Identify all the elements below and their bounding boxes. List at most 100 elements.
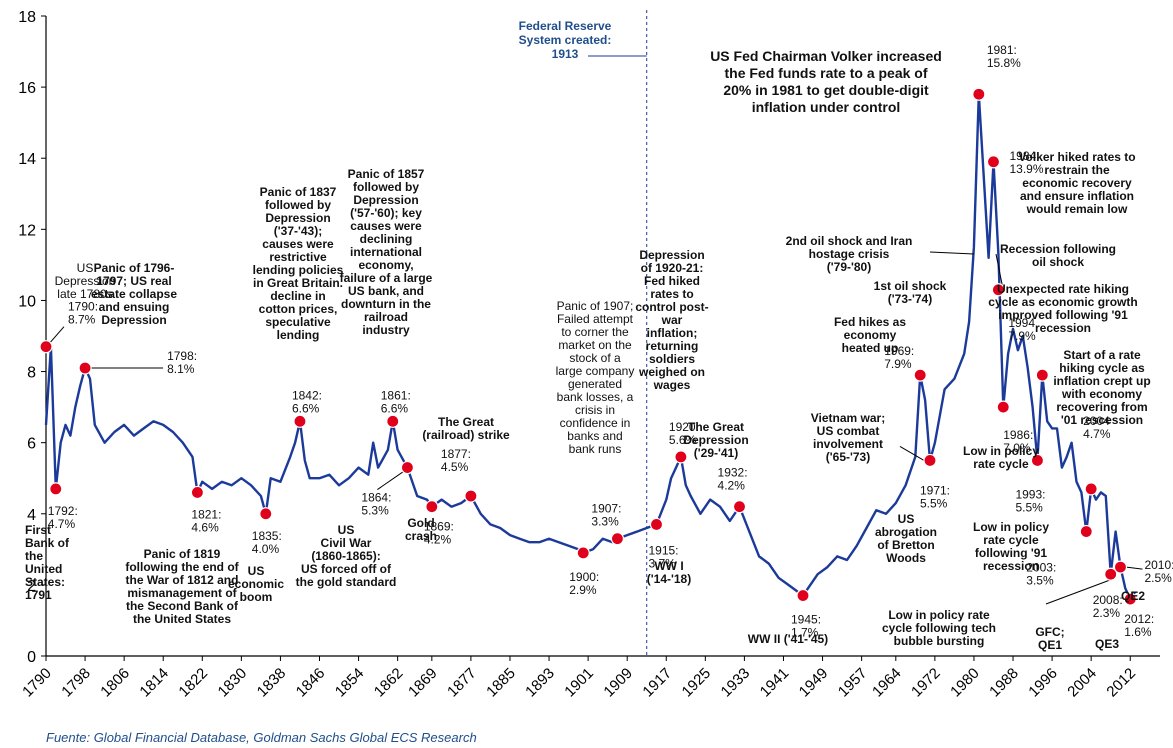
point-label: 1869: [424,520,454,534]
annotation-line: abrogation [875,525,937,539]
annotation-line: rate cycle [973,457,1029,471]
annotation-line: Panic of 1796- [94,261,175,275]
point-label: 2.3% [1093,606,1121,620]
annotation-line: the United States [133,612,231,626]
point-label: 1.7% [791,626,819,640]
annotation-line: Fed hikes as [834,315,906,329]
annotation-line: US Fed Chairman Volker increased [710,48,942,64]
point-label: 1993: [1015,487,1045,501]
annotation-line: US bank, and [348,284,424,298]
annotation-line: Panic of 1907; [557,299,634,313]
y-tick-label: 14 [18,151,36,168]
point-label: 1981: [987,43,1017,57]
annotation-line: and ensuing [99,300,170,314]
annotation-line: US forced off of [301,562,392,576]
point-label: 2.5% [1144,571,1172,585]
annotation-line: large company [556,364,635,378]
point-marker [39,340,53,354]
leader-1864 [377,471,404,490]
point-marker [972,87,986,101]
annotation-line: declining [360,232,413,246]
annotation-line: war [661,313,683,327]
annotation-line: involvement [813,437,883,451]
point-label: 1994 [1008,316,1035,330]
annotation-line: Depression [101,313,166,327]
annotation-line: and ensure inflation [1020,189,1134,203]
annotation-line: followed by [353,180,419,194]
annotation-line: industry [362,323,410,337]
source-note: Fuente: Global Financial Database, Goldm… [46,730,477,745]
point-marker [996,400,1010,414]
point-label: 1971: [920,483,950,497]
annotation-line: Depression [55,274,116,288]
annotation-leader-lines [49,251,1143,605]
point-label: 7.9% [884,357,912,371]
point-marker [425,500,439,514]
point-label: 6.6% [381,401,409,415]
annotation-line: control post- [635,300,708,314]
annotation-line: 1st oil shock [874,279,947,293]
point-marker [1123,592,1137,606]
y-tick-label: 8 [27,365,36,382]
annotation-line: cotton prices, [259,302,338,316]
annotation-line: QE2 [1121,589,1145,603]
point-label: 1932: [718,466,748,480]
annotation-line: returning [646,339,699,353]
annotation-line: heated up [842,341,899,355]
annotation-line: First [25,523,51,537]
annotation-line: US [898,512,915,526]
point-label: 15.8% [987,56,1021,70]
annotation-line: US [248,564,265,578]
point-label: 1861: [381,388,411,402]
point-label: 1798: [167,349,197,363]
annotation-line: ('65-'73) [826,450,870,464]
point-marker [1113,560,1128,574]
point-label: 4.6% [191,520,219,534]
annotation-line: ('73-'74) [888,292,932,306]
point-marker [1104,567,1118,581]
annotation-line: Bank of [25,536,70,550]
annotation-line: restrictive [269,250,327,264]
annotation-line: US [77,261,94,275]
annotation-line: followed by [265,198,331,212]
point-label: 5.3% [361,504,389,518]
annotation-line: cycle as economic growth [988,295,1137,309]
point-label: 2012: [1124,612,1154,626]
point-label: 5.5% [1015,500,1043,514]
annotation-line: Failed attempt [557,312,634,326]
reference-label: Federal Reserve [519,19,612,33]
point-label: 1790: [68,300,98,314]
y-tick-label: 0 [27,649,36,666]
annotation-line: Woods [886,551,926,565]
point-label: 3.5% [1026,574,1054,588]
y-tick-label: 4 [27,507,36,524]
annotation-line: Vietnam war; [811,411,885,425]
annotation-line: rate cycle [983,533,1039,547]
point-marker [610,532,625,546]
leader-recession-oil [995,253,1003,286]
annotation-line: crisis in [575,403,615,417]
point-label: 3.3% [591,515,619,529]
series-line [44,93,1137,601]
annotation-line: recovering from [1056,400,1147,414]
leader-vietnam [899,446,925,461]
annotation-line: The Great [438,415,494,429]
annotation-line: stock of a [569,351,621,365]
y-tick-label: 16 [18,80,36,97]
annotation-line: Low in policy rate [888,608,990,622]
annotation-line: (railroad) strike [422,428,510,442]
point-label: 2010: [1144,558,1173,572]
point-marker [649,517,664,532]
point-label: 4.0% [252,542,280,556]
point-label: 3.7% [648,556,676,570]
annotation-line: hostage crisis [809,247,890,261]
annotation-line: speculative [265,315,331,329]
annotation-line: confidence in [560,416,631,430]
point-marker [1079,524,1093,539]
annotation-line: inflation under control [752,99,901,115]
point-label: 4.2% [424,533,452,547]
annotation-line: Panic of 1819 [144,547,221,561]
